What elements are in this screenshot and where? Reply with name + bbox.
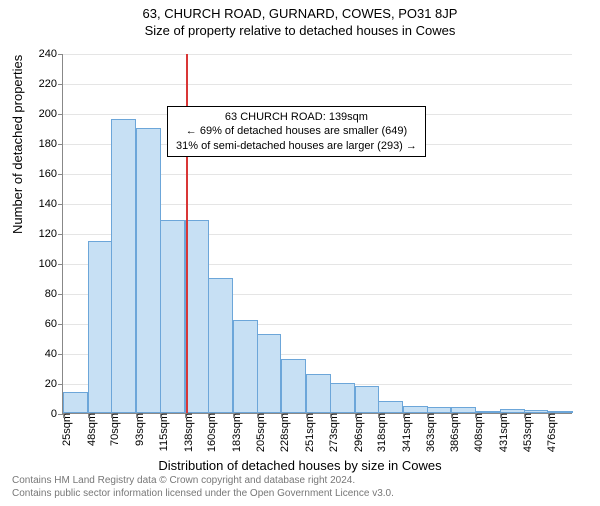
footer-line1: Contains HM Land Registry data © Crown c… bbox=[12, 475, 394, 488]
footer-attribution: Contains HM Land Registry data © Crown c… bbox=[12, 475, 394, 500]
annotation-line3: 31% of semi-detached houses are larger (… bbox=[176, 139, 417, 153]
y-axis-label: Number of detached properties bbox=[10, 55, 25, 234]
x-tick-label: 408sqm bbox=[471, 413, 485, 452]
annotation-line2: ← 69% of detached houses are smaller (64… bbox=[176, 124, 417, 138]
y-tick-label: 140 bbox=[39, 198, 63, 210]
histogram-bar bbox=[63, 392, 88, 413]
x-tick-label: 273sqm bbox=[326, 413, 340, 452]
y-tick-label: 40 bbox=[45, 348, 63, 360]
annotation-box: 63 CHURCH ROAD: 139sqm← 69% of detached … bbox=[167, 106, 426, 157]
histogram-bar bbox=[208, 278, 233, 413]
y-tick-label: 20 bbox=[45, 378, 63, 390]
histogram-bar bbox=[281, 359, 306, 413]
histogram-bar bbox=[233, 320, 258, 413]
histogram-bar bbox=[306, 374, 331, 413]
x-tick-label: 476sqm bbox=[544, 413, 558, 452]
histogram-bar bbox=[257, 334, 282, 414]
y-tick-label: 80 bbox=[45, 288, 63, 300]
annotation-line1: 63 CHURCH ROAD: 139sqm bbox=[176, 110, 417, 124]
x-tick-label: 160sqm bbox=[204, 413, 218, 452]
y-tick-label: 100 bbox=[39, 258, 63, 270]
y-tick-label: 240 bbox=[39, 48, 63, 60]
y-tick-label: 180 bbox=[39, 138, 63, 150]
gridline bbox=[63, 84, 572, 85]
histogram-bar bbox=[378, 401, 403, 413]
y-tick-label: 200 bbox=[39, 108, 63, 120]
histogram-bar bbox=[355, 386, 380, 413]
x-tick-label: 93sqm bbox=[132, 413, 146, 446]
histogram-bar bbox=[136, 128, 161, 413]
x-tick-label: 363sqm bbox=[423, 413, 437, 452]
x-tick-label: 251sqm bbox=[302, 413, 316, 452]
x-tick-label: 318sqm bbox=[374, 413, 388, 452]
chart-title: 63, CHURCH ROAD, GURNARD, COWES, PO31 8J… bbox=[0, 6, 600, 21]
x-tick-label: 48sqm bbox=[84, 413, 98, 446]
x-tick-label: 70sqm bbox=[107, 413, 121, 446]
y-tick-label: 160 bbox=[39, 168, 63, 180]
x-tick-label: 386sqm bbox=[447, 413, 461, 452]
x-tick-label: 205sqm bbox=[253, 413, 267, 452]
histogram-bar bbox=[160, 220, 185, 414]
histogram-bar bbox=[111, 119, 136, 413]
y-tick-label: 60 bbox=[45, 318, 63, 330]
histogram-chart: 02040608010012014016018020022024025sqm48… bbox=[62, 54, 572, 414]
x-tick-label: 228sqm bbox=[277, 413, 291, 452]
chart-subtitle: Size of property relative to detached ho… bbox=[0, 23, 600, 38]
x-tick-label: 341sqm bbox=[399, 413, 413, 452]
x-tick-label: 25sqm bbox=[59, 413, 73, 446]
y-tick-label: 220 bbox=[39, 78, 63, 90]
gridline bbox=[63, 54, 572, 55]
x-tick-label: 183sqm bbox=[229, 413, 243, 452]
histogram-bar bbox=[88, 241, 113, 414]
histogram-bar bbox=[330, 383, 355, 413]
x-tick-label: 453sqm bbox=[520, 413, 534, 452]
footer-line2: Contains public sector information licen… bbox=[12, 488, 394, 501]
histogram-bar bbox=[403, 406, 428, 414]
x-tick-label: 431sqm bbox=[496, 413, 510, 452]
x-tick-label: 296sqm bbox=[351, 413, 365, 452]
x-tick-label: 115sqm bbox=[156, 413, 170, 451]
x-axis-label: Distribution of detached houses by size … bbox=[0, 458, 600, 473]
histogram-bar bbox=[185, 220, 210, 414]
x-tick-label: 138sqm bbox=[181, 413, 195, 452]
y-tick-label: 120 bbox=[39, 228, 63, 240]
